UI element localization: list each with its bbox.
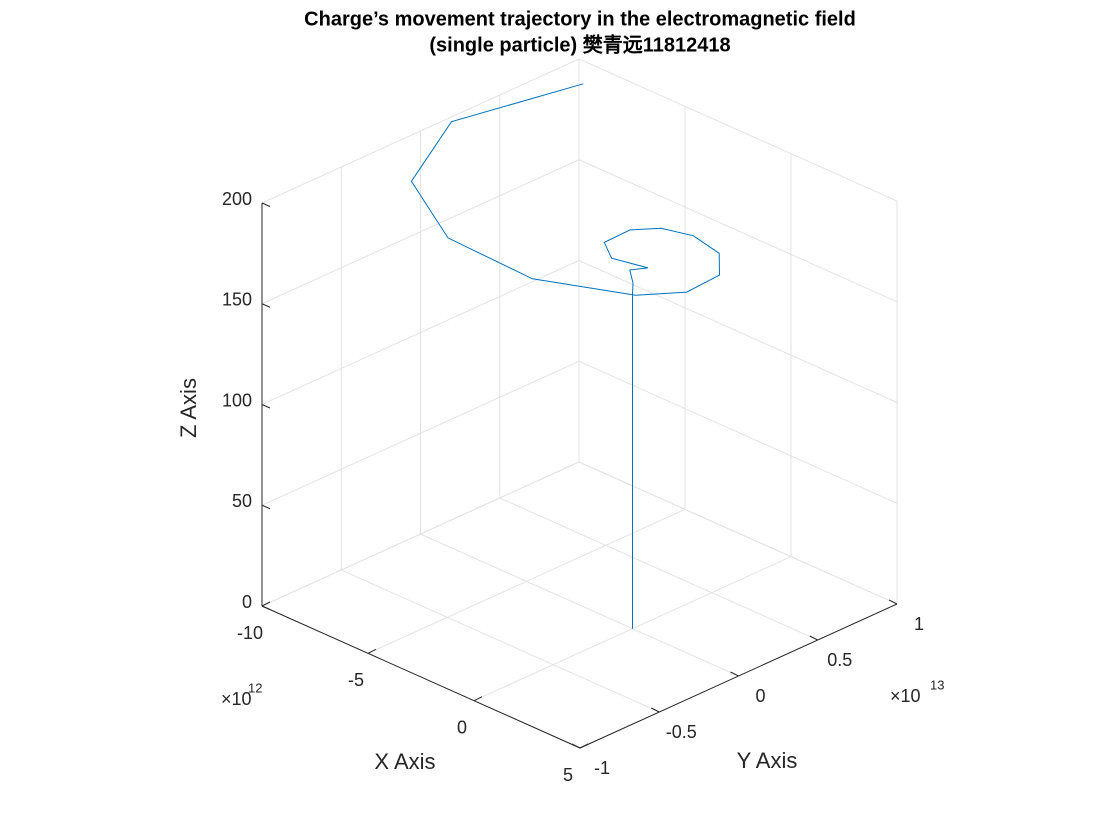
y-tick: [888, 599, 898, 605]
grid-line: [341, 569, 660, 713]
y-axis-label: Y Axis: [737, 748, 798, 773]
z-axis-label: Z Axis: [176, 378, 201, 438]
grid-line: [261, 260, 580, 405]
trajectory: [410, 83, 721, 629]
y-tick-label: -1: [594, 758, 610, 778]
y-tick-label: 0: [755, 686, 765, 706]
z-tick-label: 50: [232, 491, 252, 511]
y-multiplier: ×10: [890, 686, 921, 706]
z-tick-label: 0: [242, 592, 252, 612]
y-tick-label: -0.5: [666, 722, 697, 742]
y-tick: [571, 743, 581, 749]
grid-line: [578, 159, 898, 303]
grid-line: [261, 58, 580, 204]
x-axis-label: X Axis: [374, 749, 435, 774]
grid-line: [578, 260, 898, 403]
grid-line: [261, 360, 580, 506]
grid-line: [499, 497, 818, 641]
y-tick-label: 1: [914, 614, 924, 634]
grid-line: [578, 360, 898, 504]
y-tick: [651, 707, 660, 713]
z-tick-label: 100: [222, 390, 252, 410]
chart-title: Charge’s movement trajectory in the elec…: [304, 8, 856, 30]
y-tick: [809, 635, 818, 641]
chart-title: (single particle) 樊青远11812418: [429, 32, 730, 56]
x-tick-label: 5: [563, 765, 573, 785]
grid-line: [261, 461, 580, 607]
x-tick: [261, 601, 271, 607]
x-tick-label: -5: [348, 670, 364, 690]
x-tick: [367, 648, 377, 654]
z-tick-label: 200: [222, 189, 252, 209]
z-tick: [261, 504, 271, 510]
y-multiplier-exponent: 13: [930, 677, 944, 692]
x-multiplier: ×10: [221, 689, 252, 709]
x-multiplier-exponent: 12: [248, 680, 262, 695]
grid-line: [578, 461, 898, 605]
z-tick: [261, 404, 271, 409]
x-axis: [261, 605, 581, 749]
y-tick: [730, 671, 739, 677]
z-tick: [261, 202, 271, 207]
z-tick: [261, 605, 271, 610]
x-tick: [473, 696, 483, 702]
x-tick-label: 0: [457, 717, 467, 737]
x-tick-label: -10: [237, 623, 263, 643]
x-tick: [579, 743, 589, 749]
z-tick: [261, 303, 271, 308]
grid-line: [420, 533, 739, 677]
grid-line: [578, 58, 898, 202]
grid-line: [261, 159, 580, 305]
z-tick-label: 150: [222, 290, 252, 310]
y-tick-label: 0.5: [827, 650, 852, 670]
